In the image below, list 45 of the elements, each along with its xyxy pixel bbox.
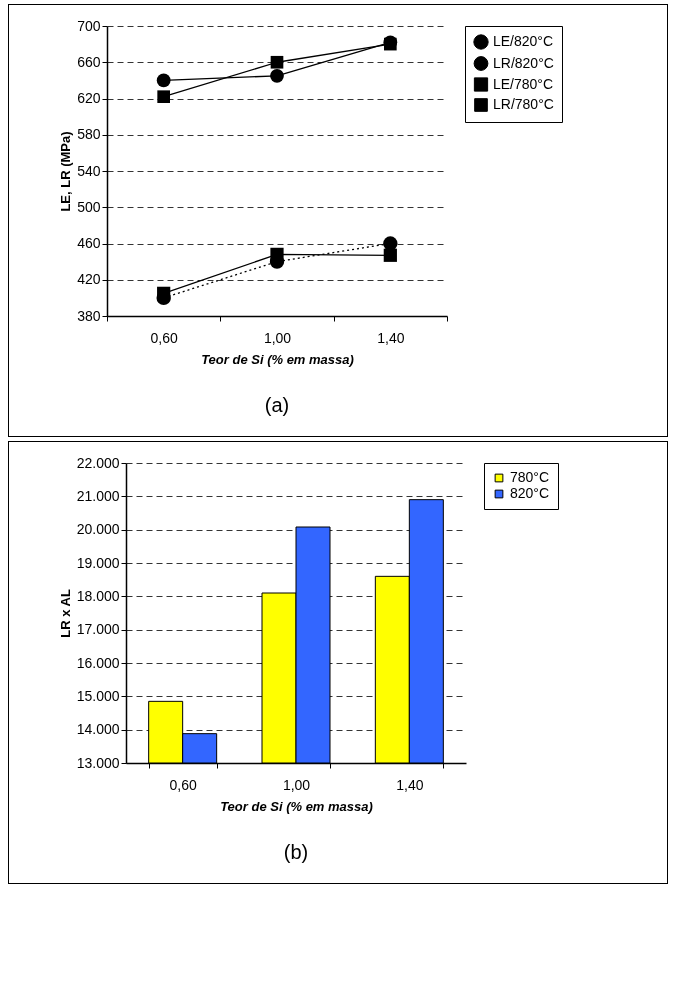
y-tick-label: 13.000 [76, 754, 120, 771]
y-tick-label: 580 [77, 126, 101, 143]
point [270, 247, 284, 261]
x-axis-title: Teor de Si (% em massa) [220, 798, 373, 814]
point [270, 55, 284, 69]
point [383, 236, 398, 251]
x-tick-label: 1,00 [263, 329, 292, 346]
point [156, 73, 171, 88]
y-tick-label: 620 [77, 90, 101, 106]
y-tick-label: 500 [77, 198, 101, 215]
y-tick-label: 380 [77, 307, 101, 324]
x-tick-label: 1,40 [377, 329, 405, 346]
legend-label: LR/820°C [493, 54, 554, 71]
point [383, 248, 397, 262]
x-tick-label: 0,60 [169, 776, 197, 793]
text: (b) [283, 841, 309, 863]
point [157, 90, 170, 104]
text: (a) [264, 394, 290, 416]
y-tick-label: 22.000 [76, 454, 120, 471]
legend-label: LE/780°C [493, 75, 554, 92]
x-tick-label: 0,60 [150, 329, 178, 346]
y-tick-label: 460 [77, 235, 101, 251]
y-axis-title: LR x AL [57, 589, 73, 638]
legend-label: LE/820°C [493, 33, 554, 49]
y-tick-label: 15.000 [76, 687, 120, 704]
y-tick-label: 17.000 [76, 621, 120, 638]
point [270, 68, 284, 83]
y-tick-label: 20.000 [76, 521, 120, 538]
y-tick-label: 700 [77, 17, 101, 34]
y-tick-label: 19.000 [76, 554, 120, 571]
legend-label: LR/780°C [493, 96, 554, 112]
y-tick-label: 420 [77, 271, 101, 288]
point [157, 286, 171, 300]
legend-label: 780°C [510, 469, 550, 485]
x-tick-label: 1,00 [282, 776, 311, 793]
y-tick-label: 540 [77, 162, 101, 179]
y-tick-label: 18.000 [76, 587, 120, 604]
y-tick-label: 660 [77, 53, 101, 70]
y-axis-title: LE, LR (MPa) [58, 131, 74, 212]
x-axis-title: Teor de Si (% em massa) [201, 351, 354, 367]
y-tick-label: 14.000 [76, 721, 120, 738]
legend-label: 820°C [510, 485, 550, 501]
y-tick-label: 16.000 [76, 654, 120, 671]
x-tick-label: 1,40 [396, 776, 424, 793]
y-tick-label: 21.000 [76, 487, 120, 504]
